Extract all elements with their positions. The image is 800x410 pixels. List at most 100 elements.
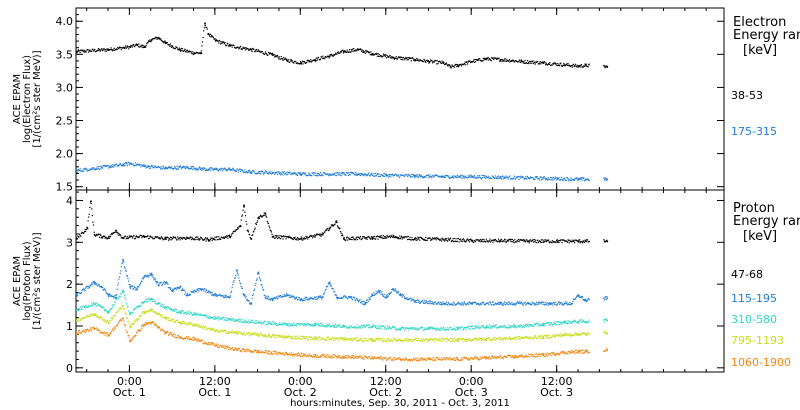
data-point	[309, 60, 311, 62]
data-point	[578, 240, 580, 243]
data-point	[402, 56, 404, 59]
data-point	[266, 295, 268, 297]
data-point	[451, 176, 453, 178]
data-point	[101, 48, 103, 50]
data-point	[146, 166, 148, 168]
data-point	[577, 179, 579, 181]
data-point	[217, 316, 219, 318]
data-point	[198, 239, 201, 241]
data-point	[528, 326, 530, 328]
data-point	[103, 307, 105, 309]
data-point	[264, 296, 267, 299]
data-point	[469, 60, 471, 62]
data-point	[396, 328, 398, 330]
data-point	[176, 165, 178, 167]
data-point	[249, 332, 251, 334]
data-point	[82, 51, 84, 53]
data-point	[203, 315, 205, 317]
data-point	[586, 179, 588, 181]
data-point	[121, 307, 123, 309]
data-point	[111, 233, 113, 235]
data-point	[474, 325, 476, 327]
data-point	[447, 328, 449, 330]
data-point	[454, 64, 456, 66]
data-point	[536, 60, 538, 62]
data-point	[507, 239, 509, 241]
data-point	[275, 236, 277, 238]
data-point	[406, 174, 408, 176]
data-point	[96, 316, 98, 318]
data-point	[143, 46, 146, 48]
data-point	[361, 237, 363, 239]
data-point	[266, 53, 268, 55]
data-point	[585, 240, 587, 243]
data-point	[361, 50, 363, 52]
data-point	[317, 296, 319, 298]
data-point	[118, 234, 120, 236]
data-point	[424, 61, 426, 63]
data-point	[430, 326, 432, 328]
data-point	[358, 326, 360, 328]
data-point	[294, 236, 296, 238]
data-point	[300, 236, 302, 238]
data-point	[231, 319, 233, 322]
data-point	[478, 303, 480, 305]
data-point	[281, 58, 283, 60]
data-point	[375, 290, 377, 293]
data-point	[211, 34, 213, 36]
data-point	[437, 237, 439, 239]
data-point	[292, 296, 294, 298]
data-point	[425, 239, 427, 241]
data-point	[165, 41, 167, 43]
data-point	[149, 299, 151, 301]
data-point	[125, 269, 127, 271]
data-point	[588, 180, 590, 182]
data-point	[542, 177, 544, 179]
data-point	[177, 238, 179, 240]
data-point	[280, 295, 282, 297]
data-point	[485, 175, 487, 177]
data-point	[376, 174, 378, 176]
data-point	[85, 286, 87, 288]
data-point	[493, 325, 495, 327]
data-point	[136, 306, 138, 308]
data-point	[325, 230, 327, 232]
data-point	[142, 310, 144, 313]
data-point	[489, 238, 491, 240]
data-point	[445, 301, 447, 304]
data-point	[125, 302, 127, 304]
data-point	[421, 175, 423, 177]
data-point	[523, 239, 526, 241]
data-point	[526, 239, 528, 241]
data-point	[556, 179, 558, 181]
data-point	[88, 213, 90, 215]
data-point	[183, 166, 185, 168]
data-point	[105, 309, 107, 311]
data-point	[160, 165, 162, 167]
data-point	[261, 216, 263, 218]
data-point	[555, 242, 557, 244]
data-point	[494, 239, 497, 241]
data-point	[243, 293, 245, 295]
data-point	[96, 305, 98, 307]
data-point	[261, 284, 263, 286]
data-point	[453, 237, 455, 240]
data-point	[363, 301, 365, 303]
data-point	[275, 56, 277, 58]
data-point	[112, 295, 115, 298]
data-point	[140, 166, 142, 168]
data-point	[161, 314, 163, 316]
data-point	[337, 51, 339, 53]
data-point	[467, 326, 469, 328]
data-point	[334, 223, 336, 225]
data-point	[155, 312, 157, 314]
data-point	[562, 239, 564, 241]
data-point	[278, 56, 280, 58]
data-point	[332, 325, 334, 327]
data-point	[77, 295, 79, 297]
data-point	[283, 172, 285, 174]
data-point	[91, 215, 93, 217]
data-point	[492, 175, 494, 177]
data-point	[283, 171, 285, 173]
data-point	[365, 175, 368, 177]
